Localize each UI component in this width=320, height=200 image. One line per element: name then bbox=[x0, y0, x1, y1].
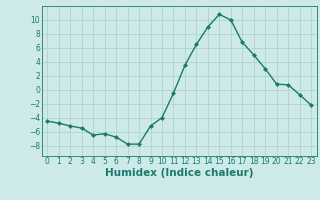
X-axis label: Humidex (Indice chaleur): Humidex (Indice chaleur) bbox=[105, 168, 253, 178]
